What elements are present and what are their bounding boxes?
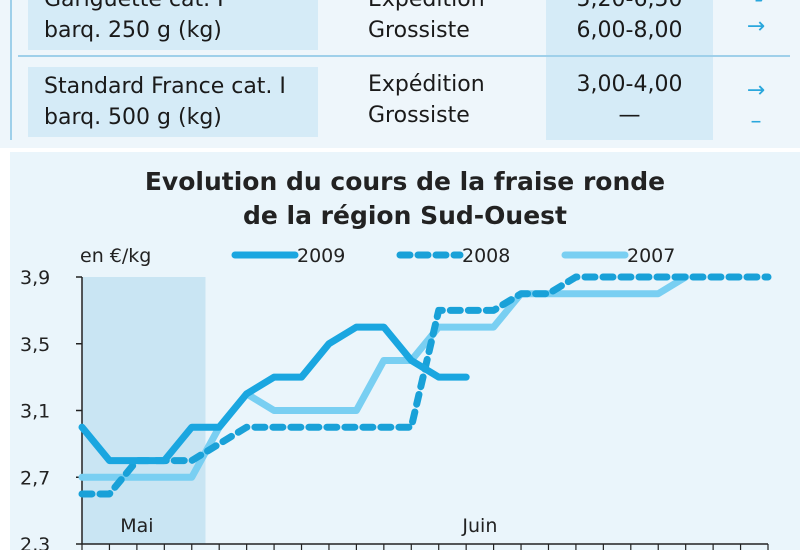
series-lines [78,273,772,498]
month-label: Juin [461,515,497,537]
circuit-grossiste: Grossiste [368,103,470,128]
product-name: Standard France cat. I [44,74,286,99]
legend-label: 2007 [627,245,675,267]
circuit-expedition: Expédition [368,72,485,97]
circuit-grossiste: Grossiste [368,18,470,43]
y-tick-label: 3,5 [20,334,50,356]
y-tick-label: 3,1 [20,401,50,423]
table-row-1-circuit: Expédition Grossiste [368,0,548,46]
series-line-2007 [78,273,690,481]
y-axis: 3,9 3,5 3,1 2,7 2,3 [20,267,83,550]
price-grossiste: 6,00-8,00 [576,18,683,43]
trend-arrow-icon: → [746,14,766,39]
table-row-2-price: 3,00-4,00 — [546,57,713,140]
series-line-2009 [78,323,470,465]
y-tick-label: 3,9 [20,267,50,289]
legend-label: 2009 [297,245,345,267]
product-name: Gariguette cat. I [44,0,318,15]
chart-legend: 2009 2008 2007 [231,245,675,267]
product-pack: barq. 250 g (kg) [44,18,222,43]
trend-arrow-icon: ↘ [726,0,786,11]
price-table: Gariguette cat. I barq. 250 g (kg) Expéd… [0,0,800,148]
table-row-2-circuit: Expédition Grossiste [368,69,548,131]
circuit-expedition: Expédition [368,0,548,15]
product-pack: barq. 500 g (kg) [44,105,222,130]
x-axis: Mai Juin [81,515,769,550]
may-period-band [82,277,206,544]
price-expedition: 5,20-6,50 [546,0,713,15]
y-axis-label: en €/kg [80,245,151,267]
chart-title: Evolution du cours de la fraise ronde [145,167,665,196]
table-row-2-trend: → – [726,75,786,137]
y-tick-label: 2,3 [20,534,50,550]
chart-subtitle: de la région Sud-Ouest [243,201,567,230]
trend-dash-icon: – [750,109,762,134]
price-grossiste: — [618,103,641,128]
table-row-separator [18,55,790,57]
trend-arrow-icon: → [746,78,766,103]
y-tick-label: 2,7 [20,467,50,489]
table-row-2-product: Standard France cat. I barq. 500 g (kg) [28,67,318,137]
legend-label: 2008 [462,245,510,267]
month-label: Mai [120,515,153,537]
table-row-1-price: 5,20-6,50 6,00-8,00 [546,0,713,55]
price-expedition: 3,00-4,00 [576,72,683,97]
table-row-1-trend: ↘ → [726,0,786,42]
table-row-1-product: Gariguette cat. I barq. 250 g (kg) [28,0,318,50]
table-left-border [10,0,12,140]
